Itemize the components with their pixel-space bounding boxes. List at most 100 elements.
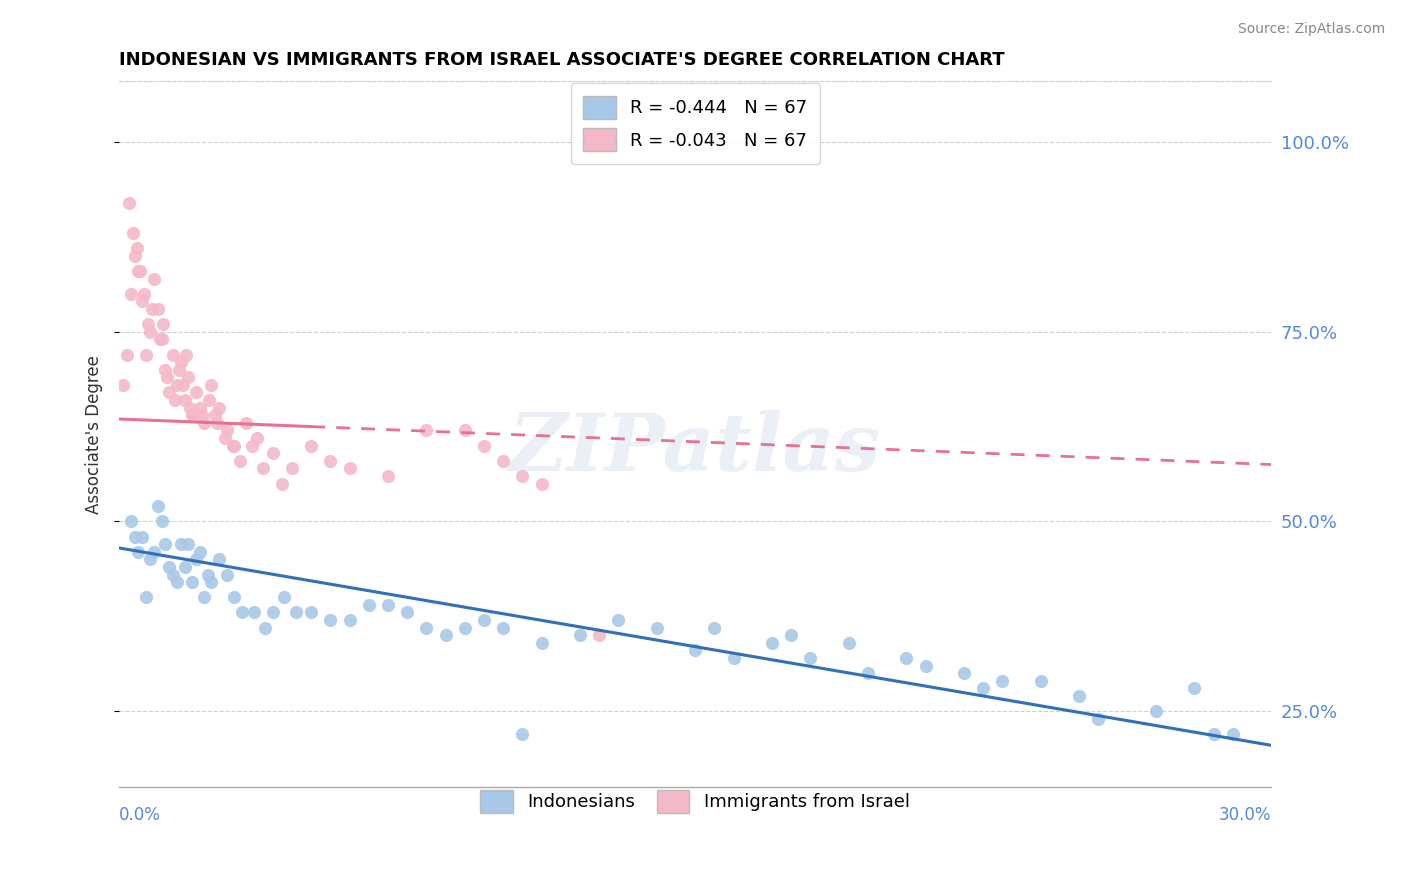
Point bbox=[124, 530, 146, 544]
Point bbox=[319, 613, 342, 627]
Point bbox=[155, 362, 177, 376]
Point bbox=[172, 377, 194, 392]
Point bbox=[166, 377, 188, 392]
Point bbox=[319, 454, 342, 468]
Point bbox=[188, 401, 211, 415]
Point bbox=[146, 500, 169, 514]
Point bbox=[229, 454, 252, 468]
Point bbox=[193, 416, 215, 430]
Point bbox=[972, 681, 994, 696]
Point bbox=[271, 476, 294, 491]
Point bbox=[115, 347, 138, 361]
Point bbox=[200, 377, 222, 392]
Point bbox=[284, 606, 307, 620]
Point bbox=[896, 651, 918, 665]
Point bbox=[177, 537, 200, 551]
Point bbox=[799, 651, 821, 665]
Point bbox=[127, 545, 149, 559]
Point bbox=[588, 628, 610, 642]
Point bbox=[512, 469, 534, 483]
Point bbox=[134, 286, 156, 301]
Point bbox=[569, 628, 592, 642]
Point bbox=[215, 423, 238, 437]
Point bbox=[492, 621, 515, 635]
Point bbox=[157, 385, 180, 400]
Point bbox=[1222, 727, 1244, 741]
Point bbox=[262, 606, 284, 620]
Point bbox=[149, 332, 172, 346]
Point bbox=[118, 195, 141, 210]
Point bbox=[157, 560, 180, 574]
Point bbox=[492, 454, 515, 468]
Point bbox=[252, 461, 274, 475]
Point bbox=[454, 621, 477, 635]
Point bbox=[273, 591, 295, 605]
Point bbox=[184, 552, 207, 566]
Point bbox=[683, 643, 706, 657]
Point bbox=[1144, 704, 1167, 718]
Point bbox=[139, 325, 162, 339]
Point bbox=[139, 552, 162, 566]
Point bbox=[155, 537, 177, 551]
Point bbox=[181, 408, 204, 422]
Point bbox=[150, 515, 173, 529]
Point bbox=[224, 591, 246, 605]
Legend: Indonesians, Immigrants from Israel: Indonesians, Immigrants from Israel bbox=[474, 782, 917, 821]
Point bbox=[173, 392, 195, 407]
Text: ZIPatlas: ZIPatlas bbox=[509, 409, 882, 487]
Point bbox=[177, 370, 200, 384]
Point bbox=[224, 439, 246, 453]
Point bbox=[339, 613, 361, 627]
Point bbox=[135, 347, 157, 361]
Point bbox=[838, 636, 860, 650]
Point bbox=[472, 439, 495, 453]
Point bbox=[454, 423, 477, 437]
Point bbox=[136, 317, 159, 331]
Point bbox=[415, 621, 437, 635]
Point bbox=[198, 392, 221, 407]
Point bbox=[780, 628, 803, 642]
Point bbox=[120, 286, 142, 301]
Point bbox=[530, 636, 553, 650]
Point bbox=[146, 301, 169, 316]
Point bbox=[235, 416, 257, 430]
Point bbox=[377, 598, 399, 612]
Point bbox=[162, 347, 184, 361]
Point bbox=[167, 362, 190, 376]
Point bbox=[208, 552, 231, 566]
Point bbox=[246, 431, 269, 445]
Point bbox=[131, 294, 153, 309]
Point bbox=[204, 408, 226, 422]
Point bbox=[1182, 681, 1205, 696]
Point bbox=[208, 401, 231, 415]
Point bbox=[150, 332, 173, 346]
Point bbox=[121, 226, 143, 240]
Point bbox=[181, 575, 204, 590]
Point bbox=[221, 439, 243, 453]
Point bbox=[125, 241, 148, 255]
Point bbox=[607, 613, 630, 627]
Point bbox=[200, 575, 222, 590]
Point bbox=[262, 446, 284, 460]
Point bbox=[191, 408, 214, 422]
Text: Source: ZipAtlas.com: Source: ZipAtlas.com bbox=[1237, 22, 1385, 37]
Point bbox=[163, 392, 186, 407]
Point bbox=[215, 567, 238, 582]
Point bbox=[131, 530, 153, 544]
Point bbox=[124, 249, 146, 263]
Point bbox=[415, 423, 437, 437]
Point bbox=[184, 385, 207, 400]
Point bbox=[188, 545, 211, 559]
Point bbox=[127, 264, 149, 278]
Point bbox=[299, 439, 322, 453]
Point bbox=[166, 575, 188, 590]
Point bbox=[179, 401, 201, 415]
Point bbox=[1087, 712, 1109, 726]
Point bbox=[193, 591, 215, 605]
Point bbox=[176, 347, 198, 361]
Point bbox=[112, 377, 135, 392]
Point bbox=[142, 545, 165, 559]
Point bbox=[231, 606, 253, 620]
Point bbox=[434, 628, 457, 642]
Point bbox=[512, 727, 534, 741]
